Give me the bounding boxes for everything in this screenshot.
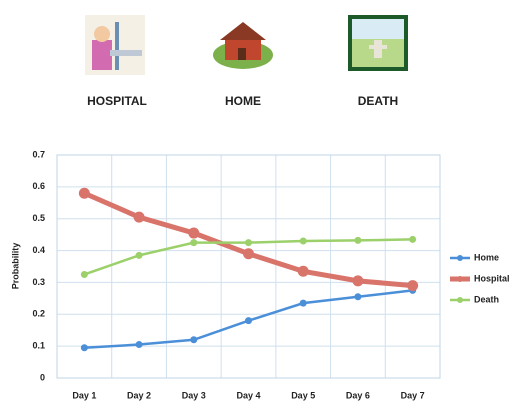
x-tick-label: Day 4 <box>236 390 260 400</box>
y-tick-label: 0.4 <box>32 245 45 255</box>
hospital-icon <box>85 15 145 75</box>
marker <box>190 239 198 247</box>
icon-label: HOSPITAL <box>87 94 147 108</box>
plot-frame <box>56 154 441 379</box>
y-tick-label: 0.1 <box>32 341 45 351</box>
legend-label: Death <box>474 294 499 304</box>
marker <box>354 236 362 244</box>
marker <box>188 227 200 239</box>
death-icon <box>348 15 408 71</box>
marker <box>243 248 254 260</box>
legend-marker <box>457 276 463 282</box>
marker <box>135 251 143 259</box>
home-icon <box>213 22 273 69</box>
y-tick-label: 0 <box>40 372 45 382</box>
y-tick-label: 0.6 <box>32 181 45 191</box>
x-tick-label: Day 3 <box>182 390 206 400</box>
marker <box>409 235 417 243</box>
legend-marker <box>457 255 463 261</box>
legend-label: Hospital <box>474 273 510 283</box>
marker <box>135 341 143 349</box>
marker <box>80 344 88 352</box>
marker <box>133 211 145 223</box>
marker <box>190 336 198 344</box>
x-tick-label: Day 1 <box>72 390 96 400</box>
y-tick-label: 0.7 <box>32 149 45 159</box>
y-axis-label: Probability <box>10 243 20 290</box>
y-tick-label: 0.2 <box>32 309 45 319</box>
legend-marker <box>457 297 463 303</box>
marker <box>297 265 309 277</box>
icon-label: HOME <box>225 94 261 108</box>
marker <box>245 317 252 325</box>
icon-label: DEATH <box>358 94 398 108</box>
y-tick-label: 0.5 <box>32 213 45 223</box>
marker <box>407 280 419 292</box>
marker <box>299 299 307 307</box>
x-tick-label: Day 5 <box>291 390 315 400</box>
x-tick-label: Day 7 <box>401 390 425 400</box>
marker <box>299 237 307 245</box>
y-tick-label: 0.3 <box>32 277 45 287</box>
x-tick-label: Day 6 <box>346 390 370 400</box>
marker <box>245 239 252 247</box>
marker <box>78 187 90 199</box>
marker <box>352 275 364 287</box>
legend-label: Home <box>474 252 499 262</box>
x-tick-label: Day 2 <box>127 390 151 400</box>
marker <box>80 270 88 278</box>
marker <box>354 293 362 301</box>
